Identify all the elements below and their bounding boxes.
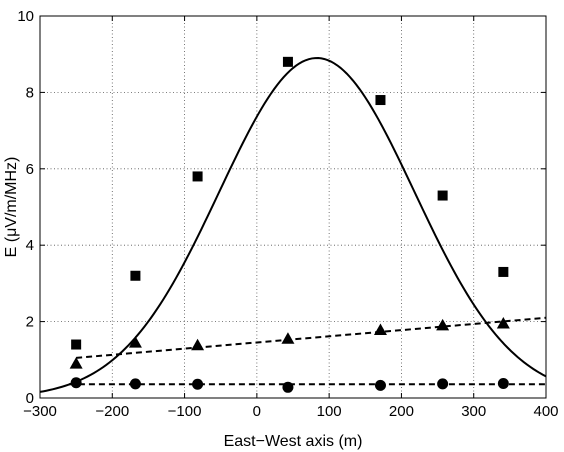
axis-ticks: −300 −200 −100 0 100 200 300 400 0 2 4 6 8 10 (17, 8, 558, 420)
circle-data-point (70, 377, 82, 389)
plot-area-frame (39, 15, 547, 399)
fit-lines (39, 57, 547, 393)
x-tick-label: 200 (389, 403, 414, 420)
x-tick-label: −300 (23, 403, 57, 420)
x-tick-label: 100 (317, 403, 342, 420)
triangle-data-point (191, 338, 205, 351)
data-markers (69, 56, 510, 393)
x-tick-label: 400 (533, 403, 558, 420)
circle-data-point (129, 378, 141, 390)
square-data-point (437, 190, 448, 201)
square-data-point (498, 266, 509, 277)
square-data-point (192, 171, 203, 182)
x-tick-label: −100 (168, 403, 202, 420)
square-data-point (71, 339, 82, 350)
square-data-point (282, 56, 293, 67)
triangle-data-point (373, 323, 387, 336)
triangle-data-point (281, 332, 295, 344)
triangle-data-point (496, 317, 510, 329)
circle-data-point (497, 377, 509, 389)
y-tick-label: 4 (26, 237, 34, 254)
triangle-data-point (436, 318, 450, 331)
x-tick-label: 0 (253, 403, 261, 420)
y-axis-label: E (μV/m/MHz) (3, 157, 20, 258)
y-tick-label: 8 (26, 84, 34, 101)
x-tick-label: −200 (95, 403, 129, 420)
x-tick-label: 300 (461, 403, 486, 420)
triangle-data-point (69, 357, 83, 369)
square-data-point (375, 95, 386, 106)
circle-data-point (282, 381, 294, 393)
y-tick-label: 10 (17, 8, 34, 25)
series-2-fit-line (76, 316, 547, 359)
y-tick-label: 0 (26, 390, 34, 407)
triangle-data-point (128, 336, 142, 348)
x-axis-label: East−West axis (m) (224, 433, 363, 450)
circle-data-point (437, 378, 449, 390)
circle-data-point (374, 379, 386, 391)
square-data-point (130, 270, 141, 281)
y-tick-label: 6 (26, 161, 34, 178)
gridlines (40, 16, 546, 398)
series-1-fit-line (39, 57, 547, 393)
y-tick-label: 2 (26, 314, 34, 331)
circle-data-point (192, 378, 204, 390)
